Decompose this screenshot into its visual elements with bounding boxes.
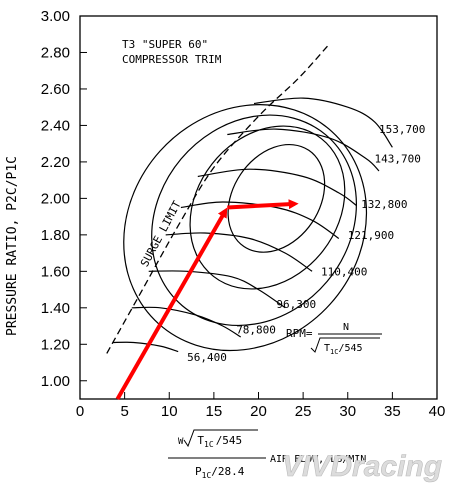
operating-path-arrow: [115, 199, 299, 400]
y-tick-label: 1.00: [41, 373, 70, 390]
y-axis-label: PRESSURE RATIO, P2C/P1C: [5, 156, 20, 336]
x-label-root: [183, 429, 258, 448]
speed-line-110400: [165, 232, 313, 272]
rpm-label-96300: 96,300: [276, 298, 316, 311]
efficiency-island: [151, 114, 357, 327]
speed-line-96300: [148, 270, 286, 309]
speed-line-143700: [227, 128, 380, 172]
rpm-formula-denominator: T1C/545: [324, 343, 363, 356]
watermark-logo: VIVDracing: [282, 450, 442, 483]
x-tick-label: 5: [120, 403, 128, 420]
y-tick-label: 2.40: [41, 117, 70, 134]
chart-subtitle: COMPRESSOR TRIM: [122, 53, 222, 66]
speed-line-78800: [131, 306, 242, 338]
speed-line-132800: [197, 168, 358, 207]
efficiency-island: [227, 143, 326, 253]
arrow-segment-rising: [115, 207, 228, 400]
x-tick-label: 20: [250, 403, 267, 420]
x-tick-label: 35: [384, 403, 401, 420]
x-tick-label: 40: [429, 403, 446, 420]
rpm-label-110400: 110,400: [321, 265, 367, 278]
arrow-segment-horizontal: [227, 199, 299, 210]
y-tick-label: 1.80: [41, 227, 70, 244]
efficiency-island: [123, 104, 368, 352]
speed-line-121900: [180, 201, 340, 239]
surge-limit-line: [106, 42, 331, 354]
y-tick-label: 2.00: [41, 190, 70, 207]
speed-lines: [112, 97, 393, 353]
x-label-suffix: AIR FLOW, LB/MIN: [270, 454, 366, 465]
efficiency-islands: [123, 104, 368, 352]
x-axis-label: W T1C/545 P1C/28.4 AIR FLOW, LB/MIN: [168, 429, 366, 480]
rpm-label-153700: 153,700: [379, 123, 425, 136]
rpm-label-121900: 121,900: [348, 229, 394, 242]
rpm-formula-root: [310, 337, 380, 353]
x-tick-label: 30: [339, 403, 356, 420]
y-tick-label: 1.40: [41, 300, 70, 317]
rpm-label-132800: 132,800: [361, 198, 407, 211]
y-tick-label: 3.00: [41, 8, 70, 25]
rpm-label-78800: 78,800: [236, 324, 276, 337]
y-tick-label: 1.20: [41, 336, 70, 353]
x-label-denominator: P1C/28.4: [195, 465, 245, 480]
rpm-formula: RPM= N T1C/545: [286, 322, 382, 356]
efficiency-island: [189, 125, 346, 290]
rpm-formula-label: RPM=: [286, 327, 313, 340]
x-axis: 0 5 10 15 20 25 30 35 40: [76, 392, 446, 420]
rpm-label-56400: 56,400: [187, 351, 227, 364]
y-tick-label: 1.60: [41, 263, 70, 280]
x-tick-label: 15: [206, 403, 223, 420]
rpm-formula-numerator: N: [343, 322, 349, 333]
speed-line-153700: [253, 97, 393, 148]
y-tick-label: 2.80: [41, 44, 70, 61]
x-label-numerator: W T1C/545: [178, 434, 242, 449]
chart-title: T3 "SUPER 60": [122, 38, 208, 51]
x-tick-label: 0: [76, 403, 84, 420]
rpm-label-143700: 143,700: [375, 152, 421, 165]
x-tick-label: 10: [161, 403, 178, 420]
y-tick-label: 2.60: [41, 81, 70, 98]
y-tick-label: 2.20: [41, 154, 70, 171]
x-tick-label: 25: [295, 403, 312, 420]
y-axis: 1.00 1.20 1.40 1.60 1.80 2.00 2.20 2.40 2.60 2.80…: [41, 8, 87, 390]
